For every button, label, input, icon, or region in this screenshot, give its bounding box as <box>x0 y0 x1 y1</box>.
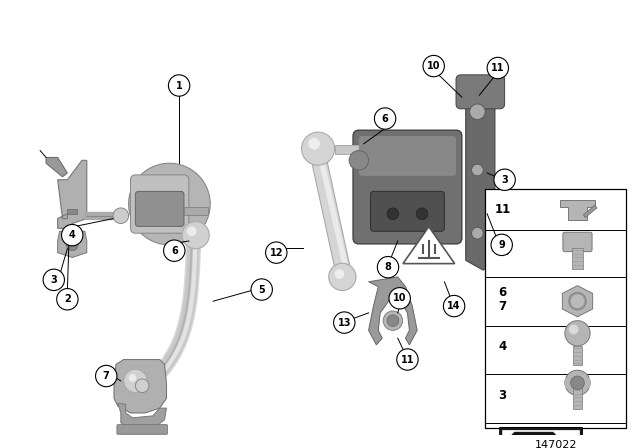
Circle shape <box>416 208 428 220</box>
Text: 10: 10 <box>393 293 406 303</box>
Text: 10: 10 <box>427 61 440 71</box>
Text: 4: 4 <box>69 230 76 240</box>
Circle shape <box>129 374 136 382</box>
Circle shape <box>565 321 590 346</box>
Circle shape <box>397 349 418 370</box>
Text: 1: 1 <box>176 81 182 90</box>
Text: 10: 10 <box>495 245 511 258</box>
Polygon shape <box>310 155 350 267</box>
Circle shape <box>569 324 579 334</box>
Circle shape <box>301 132 335 165</box>
Circle shape <box>472 228 483 239</box>
Polygon shape <box>466 82 495 270</box>
FancyBboxPatch shape <box>131 175 189 233</box>
Text: 6: 6 <box>381 113 388 124</box>
Circle shape <box>378 257 399 278</box>
Bar <box>573 388 582 409</box>
Circle shape <box>251 279 273 300</box>
Polygon shape <box>114 359 166 413</box>
FancyBboxPatch shape <box>565 378 590 388</box>
Text: 2: 2 <box>64 294 71 304</box>
Circle shape <box>470 104 485 120</box>
Text: 13: 13 <box>337 318 351 327</box>
Text: 14: 14 <box>447 301 461 311</box>
Text: 6: 6 <box>499 286 507 299</box>
Bar <box>573 346 582 365</box>
Circle shape <box>182 222 209 249</box>
FancyBboxPatch shape <box>136 191 184 226</box>
Circle shape <box>113 208 129 224</box>
Circle shape <box>43 269 65 290</box>
Bar <box>485 190 626 427</box>
Circle shape <box>491 234 513 255</box>
Polygon shape <box>403 227 454 263</box>
Circle shape <box>333 312 355 333</box>
Bar <box>184 207 208 215</box>
Polygon shape <box>58 160 87 228</box>
Polygon shape <box>118 403 166 430</box>
Circle shape <box>387 315 399 327</box>
Circle shape <box>571 376 584 390</box>
Circle shape <box>129 163 210 245</box>
Circle shape <box>569 293 586 310</box>
Circle shape <box>187 226 196 236</box>
Text: 7: 7 <box>103 371 109 381</box>
Polygon shape <box>583 205 597 218</box>
Text: 8: 8 <box>385 262 392 272</box>
Circle shape <box>444 295 465 317</box>
Circle shape <box>387 208 399 220</box>
Circle shape <box>494 169 515 190</box>
Circle shape <box>308 138 320 150</box>
Text: 3: 3 <box>501 175 508 185</box>
Circle shape <box>136 379 149 392</box>
Text: 11: 11 <box>491 63 504 73</box>
Polygon shape <box>560 200 595 220</box>
Text: 6: 6 <box>171 246 178 256</box>
Circle shape <box>571 294 584 308</box>
Text: 12: 12 <box>269 248 283 258</box>
Bar <box>572 248 583 269</box>
FancyBboxPatch shape <box>371 191 444 231</box>
Circle shape <box>472 164 483 176</box>
Circle shape <box>329 263 356 290</box>
FancyBboxPatch shape <box>456 75 504 109</box>
FancyBboxPatch shape <box>353 130 462 244</box>
Circle shape <box>67 239 78 251</box>
Circle shape <box>374 108 396 129</box>
Circle shape <box>349 151 369 170</box>
Bar <box>335 145 369 154</box>
Circle shape <box>383 311 403 330</box>
Text: 7: 7 <box>499 300 507 313</box>
Polygon shape <box>58 231 87 258</box>
Text: 9: 9 <box>499 240 505 250</box>
Text: 11: 11 <box>401 354 414 365</box>
Circle shape <box>124 369 147 392</box>
Text: 147022: 147022 <box>534 440 577 448</box>
FancyBboxPatch shape <box>359 136 456 176</box>
Circle shape <box>335 269 344 279</box>
Text: 3: 3 <box>51 275 57 285</box>
FancyBboxPatch shape <box>117 425 168 434</box>
Polygon shape <box>502 431 579 441</box>
Circle shape <box>164 240 185 261</box>
Circle shape <box>423 56 444 77</box>
Circle shape <box>61 224 83 246</box>
Text: 3: 3 <box>499 389 507 402</box>
Circle shape <box>95 365 117 387</box>
Circle shape <box>57 289 78 310</box>
Text: 4: 4 <box>499 340 507 353</box>
FancyBboxPatch shape <box>563 232 592 252</box>
Circle shape <box>389 288 410 309</box>
Text: 5: 5 <box>259 284 265 294</box>
Polygon shape <box>500 427 582 444</box>
Text: 11: 11 <box>495 203 511 216</box>
Circle shape <box>168 75 190 96</box>
Circle shape <box>266 242 287 263</box>
Polygon shape <box>67 209 77 214</box>
Polygon shape <box>369 277 417 345</box>
Polygon shape <box>46 157 67 177</box>
Polygon shape <box>563 286 593 317</box>
Circle shape <box>565 370 590 396</box>
Circle shape <box>487 57 509 79</box>
